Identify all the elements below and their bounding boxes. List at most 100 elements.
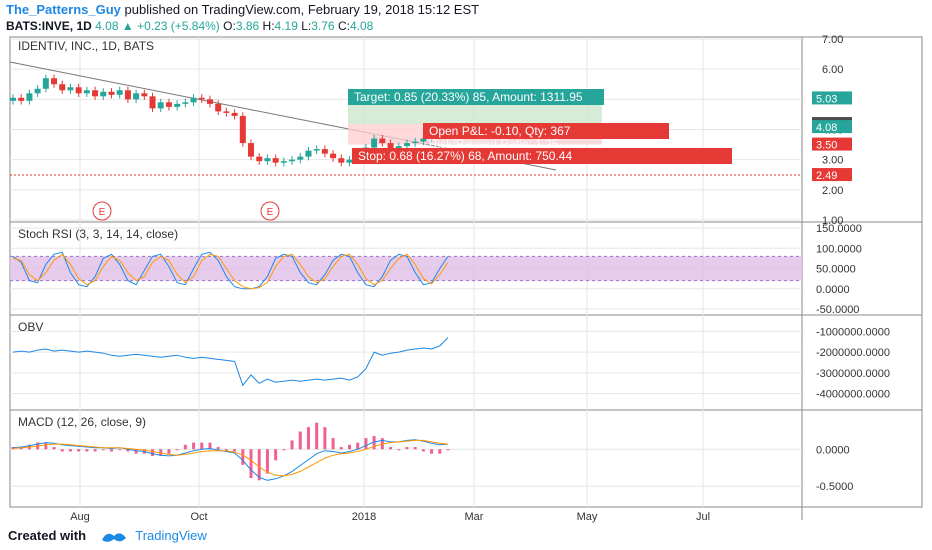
candle-body — [206, 99, 213, 104]
candle-body — [239, 115, 246, 144]
candle-body — [371, 138, 378, 148]
price-tick-label: 7.00 — [822, 34, 843, 46]
candle-body — [26, 93, 33, 101]
candle-body — [420, 138, 427, 142]
macd-histogram-bar — [397, 449, 401, 451]
indicator-tick-label: -3000000.0000 — [816, 368, 890, 380]
macd-histogram-bar — [413, 447, 417, 450]
price-badge — [812, 91, 852, 105]
macd-histogram-bar — [339, 447, 343, 450]
candle-body — [215, 103, 222, 112]
macd-histogram-bar — [151, 449, 155, 456]
candle-body — [297, 156, 304, 160]
candle-body — [223, 111, 230, 113]
candle-body — [116, 90, 123, 95]
macd-histogram-bar — [233, 449, 237, 452]
price-tick-label: 3.00 — [822, 155, 843, 167]
macd-histogram-bar — [167, 449, 171, 454]
macd-histogram-bar — [421, 449, 425, 452]
candle-body — [34, 88, 41, 94]
candle-body — [379, 138, 386, 144]
macd-histogram-bar — [298, 431, 302, 450]
candle-body — [346, 159, 353, 163]
macd-histogram-bar — [85, 449, 89, 452]
candle-body — [92, 90, 99, 97]
series-line-k — [12, 251, 449, 290]
macd-histogram-bar — [134, 449, 138, 454]
indicator-tick-label: -50.0000 — [816, 304, 859, 316]
price-badge-label: 4.08 — [816, 122, 837, 134]
macd-histogram-bar — [101, 449, 105, 451]
candle-body — [157, 102, 164, 109]
tradingview-logo-icon — [101, 532, 126, 542]
publish-line: The_Patterns_Guy published on TradingVie… — [6, 2, 479, 17]
candle-body — [338, 158, 345, 163]
price-badge — [812, 168, 852, 182]
macd-histogram-bar — [405, 447, 409, 450]
macd-histogram-bar — [389, 447, 393, 450]
candle-body — [42, 78, 49, 89]
pnl-annotation: Open P&L: -0.10, Qty: 367 — [429, 124, 571, 138]
x-tick-label: Mar — [465, 511, 484, 523]
symbol-label: BATS:INVE, 1D — [6, 19, 92, 33]
macd-histogram-bar — [257, 449, 261, 481]
indicator-title: MACD (12, 26, close, 9) — [18, 415, 146, 429]
indicator-tick-label: 150.0000 — [816, 223, 862, 235]
macd-histogram-bar — [274, 449, 278, 461]
candle-body — [165, 102, 172, 107]
price-tick-label: 6.00 — [822, 64, 843, 76]
overbought-oversold-band — [10, 256, 802, 281]
macd-histogram-bar — [200, 442, 204, 450]
stop-annotation: Stop: 0.68 (16.27%) 68, Amount: 750.44 — [358, 149, 572, 163]
candle-body — [108, 91, 115, 95]
candle-body — [313, 149, 320, 151]
macd-histogram-bar — [52, 447, 56, 450]
candle-body — [190, 97, 197, 103]
high-label: H: — [262, 19, 275, 33]
macd-histogram-bar — [44, 442, 48, 450]
macd-histogram-bar — [438, 449, 442, 454]
macd-histogram-bar — [315, 422, 319, 450]
candle-body — [248, 143, 255, 157]
price-badge — [812, 120, 852, 134]
macd-histogram-bar — [93, 449, 97, 452]
macd-histogram-bar — [348, 444, 352, 450]
indicator-tick-label: -0.5000 — [816, 481, 853, 493]
macd-histogram-bar — [430, 449, 434, 454]
target-annotation: Target: 0.85 (20.33%) 85, Amount: 1311.9… — [354, 90, 583, 104]
pnl-annotation-box — [423, 123, 669, 139]
high-value: 4.19 — [274, 19, 298, 33]
open-label: O: — [223, 19, 236, 33]
stop-annotation-box — [352, 148, 732, 164]
macd-histogram-bar — [183, 444, 187, 450]
candle-body — [133, 93, 140, 100]
earnings-marker-label: E — [99, 207, 106, 218]
candle-body — [330, 153, 337, 159]
candle-body — [59, 84, 66, 91]
price-badge-label: 3.50 — [816, 140, 837, 152]
price-tick-label: 1.00 — [822, 215, 843, 227]
candle-body — [174, 103, 181, 107]
author-link[interactable]: The_Patterns_Guy — [6, 2, 121, 17]
price-tick-label: 2.00 — [822, 185, 843, 197]
macd-histogram-bar — [372, 435, 376, 450]
macd-histogram-bar — [175, 449, 179, 451]
macd-histogram-bar — [216, 447, 220, 450]
candle-body — [198, 97, 205, 100]
rr-annotation: Risk/Reward Ratio: 1.25 — [429, 137, 559, 151]
macd-histogram-bar — [364, 438, 368, 450]
macd-histogram-bar — [192, 442, 196, 450]
tradingview-brand[interactable]: TradingView — [135, 528, 207, 543]
price-badge-label: 2.49 — [816, 170, 837, 182]
candle-body — [321, 149, 328, 154]
candle-body — [395, 146, 402, 150]
price-badge — [812, 137, 852, 151]
macd-histogram-bar — [126, 449, 130, 452]
macd-histogram-bar — [109, 449, 113, 452]
macd-histogram-bar — [331, 438, 335, 450]
x-tick-label: Aug — [70, 511, 90, 523]
indicator-tick-label: -4000000.0000 — [816, 389, 890, 401]
indicator-tick-label: 100.0000 — [816, 243, 862, 255]
candle-body — [51, 78, 58, 85]
